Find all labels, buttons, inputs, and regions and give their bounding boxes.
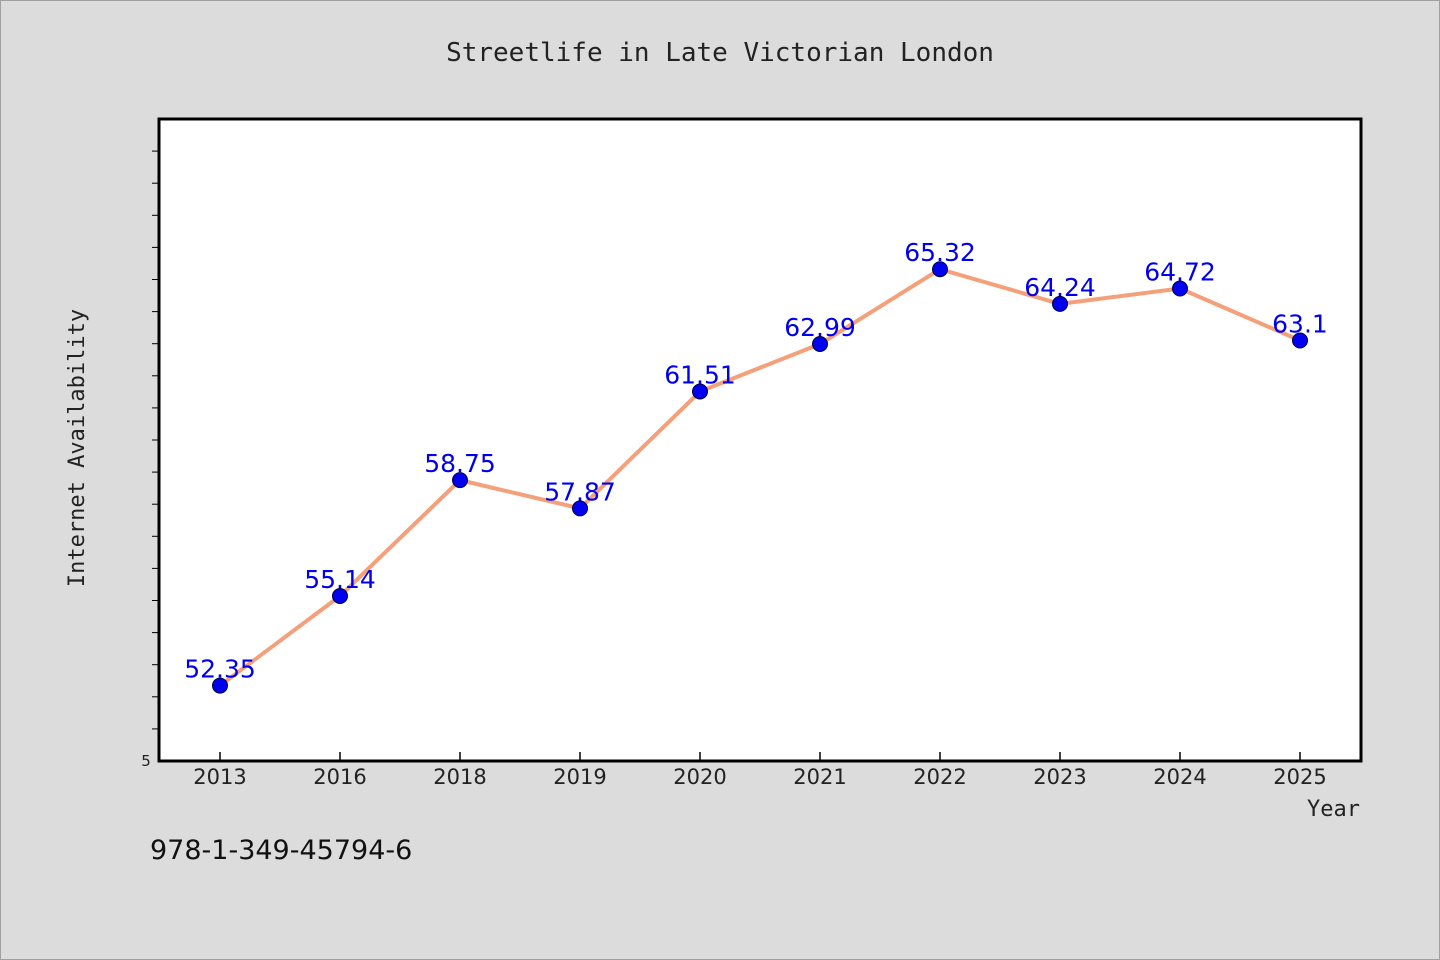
x-tick-label: 2022 xyxy=(913,765,966,789)
x-tick-label: 2021 xyxy=(793,765,846,789)
data-label: 58.75 xyxy=(424,449,496,478)
data-point xyxy=(692,383,708,400)
data-point xyxy=(452,472,468,489)
data-point xyxy=(812,336,828,353)
data-label: 63.1 xyxy=(1272,309,1328,338)
x-axis-label: Year xyxy=(1307,797,1360,822)
x-tick-label: 2018 xyxy=(433,765,486,789)
x-tick-label: 2025 xyxy=(1273,765,1326,789)
data-label: 64.72 xyxy=(1144,257,1216,286)
data-point xyxy=(1172,280,1188,297)
x-tick-label: 2023 xyxy=(1033,765,1086,789)
data-label: 55.14 xyxy=(304,565,376,594)
y-tick-label: 5 xyxy=(141,752,151,770)
x-tick-label: 2016 xyxy=(313,765,366,789)
data-label: 62.99 xyxy=(784,313,856,342)
data-label: 57.87 xyxy=(544,477,616,506)
y-axis-ticks xyxy=(152,150,159,730)
data-label: 52.35 xyxy=(184,655,256,684)
x-tick-label: 2020 xyxy=(673,765,726,789)
x-tick-label: 2013 xyxy=(193,765,246,789)
isbn-label: 978-1-349-45794-6 xyxy=(150,835,413,866)
x-axis-ticks: 2013 2016 2018 2019 2020 2021 2022 2023 2024 2025 xyxy=(193,752,1327,789)
x-tick-label: 2019 xyxy=(553,765,606,789)
data-point xyxy=(572,500,588,517)
data-point xyxy=(1052,295,1068,312)
data-point xyxy=(332,588,348,605)
data-point xyxy=(932,261,948,278)
chart-title: Streetlife in Late Victorian London xyxy=(446,38,994,68)
series-layer: 52.35 55.14 58.75 57.87 61.51 62.99 65.32 64.24… xyxy=(184,238,1328,694)
data-point xyxy=(212,677,228,694)
data-label: 61.51 xyxy=(664,361,736,390)
y-axis-label: Internet Availability xyxy=(65,309,90,587)
plot-area xyxy=(157,117,1363,763)
series-line xyxy=(218,267,1301,688)
data-label: 64.24 xyxy=(1024,273,1096,302)
data-point xyxy=(1292,332,1308,349)
data-label: 65.32 xyxy=(904,238,976,267)
x-tick-label: 2024 xyxy=(1153,765,1206,789)
